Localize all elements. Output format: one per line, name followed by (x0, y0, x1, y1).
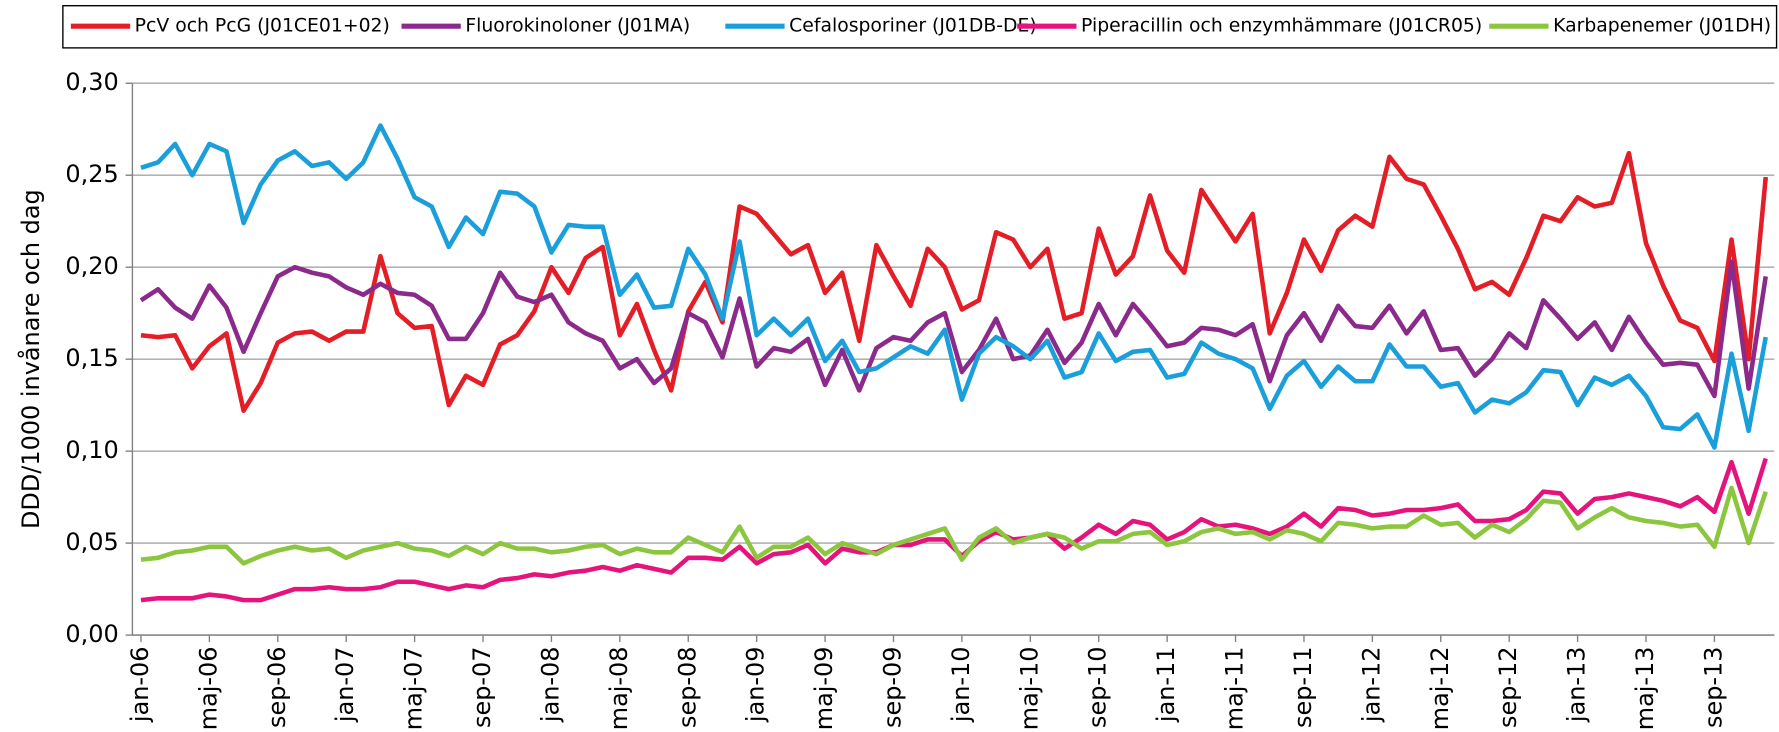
x-tick-label: sep-07 (468, 646, 496, 728)
x-tick-label: sep-11 (1289, 646, 1317, 728)
x-tick-label: maj-06 (194, 646, 222, 730)
legend-label: Cefalosporiner (J01DB-DE) (789, 16, 1037, 37)
x-tick-label: sep-08 (673, 646, 701, 728)
x-tick-label: sep-10 (1084, 646, 1112, 728)
y-axis-label: DDD/1000 invånare och dag (16, 189, 45, 529)
legend-label: Piperacillin och enzymhämmare (J01CR05) (1081, 16, 1482, 37)
y-tick-label: 0,20 (65, 252, 118, 280)
legend-label: Karbapenemer (J01DH) (1553, 16, 1771, 37)
x-tick-label: maj-12 (1426, 646, 1454, 730)
x-tick-label: maj-10 (1015, 646, 1043, 730)
x-tick-label: jan-08 (536, 646, 564, 723)
x-tick-label: jan-09 (742, 646, 770, 723)
x-tick-label: sep-06 (263, 646, 291, 728)
x-tick-label: jan-13 (1563, 646, 1591, 723)
x-tick-label: maj-08 (605, 646, 633, 730)
series-line (140, 123, 1768, 450)
legend-label: PcV och PcG (J01CE01+02) (135, 16, 390, 37)
x-tick-label: sep-09 (878, 646, 906, 728)
x-tick-label: maj-07 (400, 646, 428, 730)
y-tick-label: 0,00 (65, 620, 118, 648)
series-line (139, 259, 1768, 399)
x-tick-label: maj-13 (1631, 646, 1659, 730)
x-tick-label: jan-11 (1152, 646, 1180, 723)
x-tick-label: jan-07 (331, 646, 359, 723)
x-tick-label: sep-13 (1699, 646, 1727, 728)
series-line (140, 485, 1768, 566)
x-tick-label: jan-12 (1357, 646, 1385, 723)
series-line (140, 150, 1769, 413)
x-tick-label: jan-06 (126, 646, 154, 723)
y-tick-label: 0,10 (65, 436, 118, 464)
series-line (140, 457, 1768, 603)
y-tick-label: 0,05 (65, 528, 118, 556)
y-tick-label: 0,25 (65, 160, 118, 188)
x-tick-label: sep-12 (1494, 646, 1522, 728)
y-tick-label: 0,30 (65, 68, 118, 96)
y-tick-label: 0,15 (65, 344, 118, 372)
legend-label: Fluorokinoloner (J01MA) (465, 16, 690, 37)
x-tick-label: maj-09 (810, 646, 838, 730)
x-tick-label: jan-10 (947, 646, 975, 723)
x-tick-label: maj-11 (1221, 646, 1249, 730)
